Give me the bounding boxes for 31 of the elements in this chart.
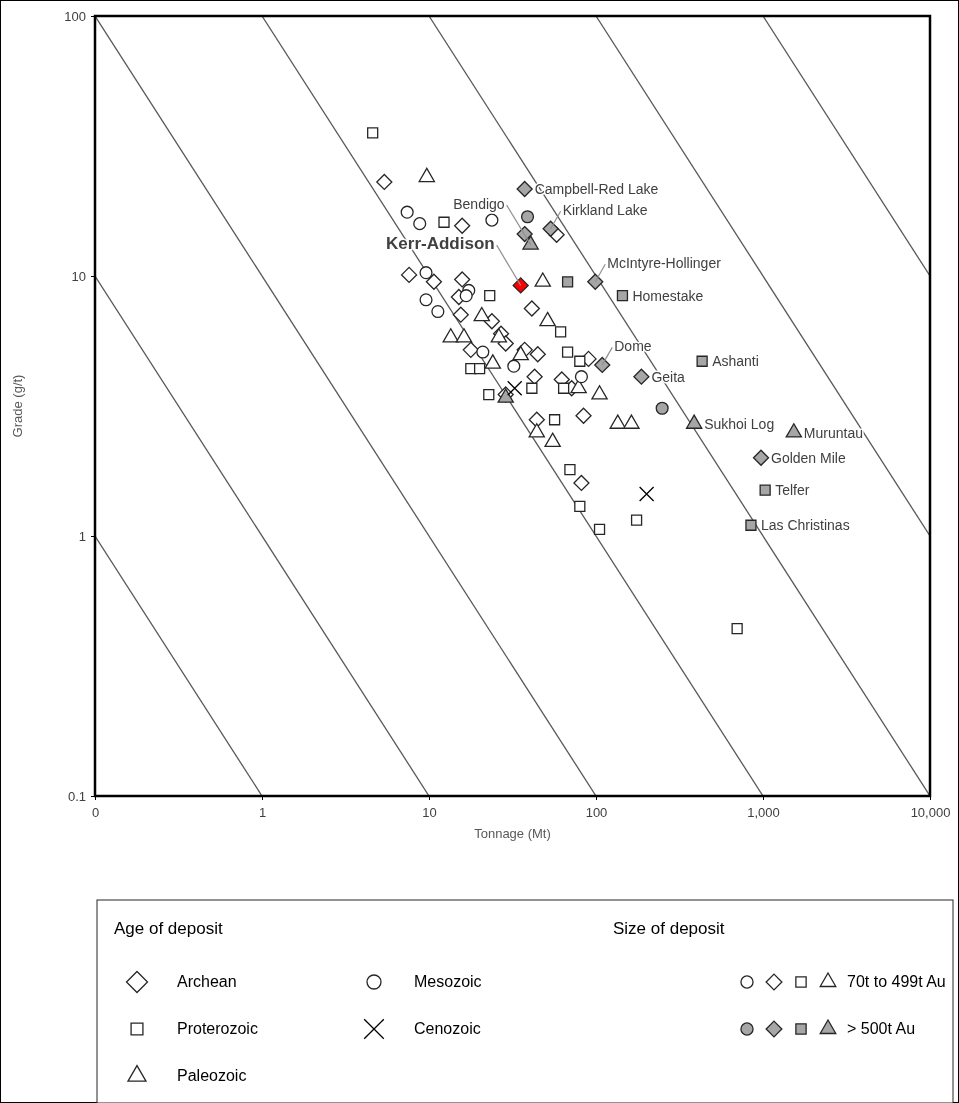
y-tick-label: 10 <box>71 268 86 284</box>
annotation: Bendigo <box>453 195 505 212</box>
annotation: Telfer <box>775 482 810 499</box>
legend-label: Mesozoic <box>414 973 482 990</box>
annotation: Muruntau <box>803 424 863 441</box>
x-axis-title: Tonnage (Mt) <box>474 826 551 841</box>
x-tick-label: 10 <box>422 805 437 821</box>
annotation: Sukhoi Log <box>704 415 775 432</box>
annotation: Ashanti <box>712 353 759 370</box>
annotation: Golden Mile <box>771 449 846 466</box>
y-axis-title: Grade (g/t) <box>10 374 25 438</box>
legend-label: Cenozoic <box>414 1020 481 1037</box>
annotation: Homestake <box>632 287 704 304</box>
legend-label: Paleozoic <box>177 1067 247 1084</box>
annotation: Las Christinas <box>760 517 850 534</box>
x-tick-label: 1 <box>258 805 267 821</box>
y-tick-label: 100 <box>64 8 86 24</box>
text: 70t to 499t Au <box>847 973 946 990</box>
x-tick-label: 0 <box>91 805 100 821</box>
legend-label: Archean <box>177 973 237 990</box>
y-tick-label: 0.1 <box>67 788 86 804</box>
text: > 500t Au <box>847 1020 916 1037</box>
legend-label: Proterozoic <box>177 1020 258 1037</box>
x-tick-label: 1,000 <box>747 805 780 821</box>
x-tick-label: 10,000 <box>910 805 951 821</box>
x-tick-label: 100 <box>585 805 608 821</box>
annotation: McIntyre-Hollinger <box>607 254 722 271</box>
legend-title: Age of deposit <box>114 919 223 938</box>
y-tick-label: 1 <box>78 528 86 544</box>
text: Size of deposit <box>613 919 725 938</box>
annotation: Kirkland Lake <box>562 201 648 218</box>
